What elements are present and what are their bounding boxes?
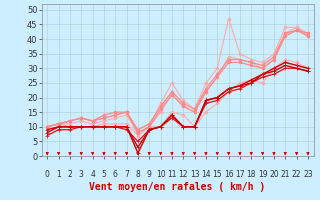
X-axis label: Vent moyen/en rafales ( km/h ): Vent moyen/en rafales ( km/h ) [90,182,266,192]
